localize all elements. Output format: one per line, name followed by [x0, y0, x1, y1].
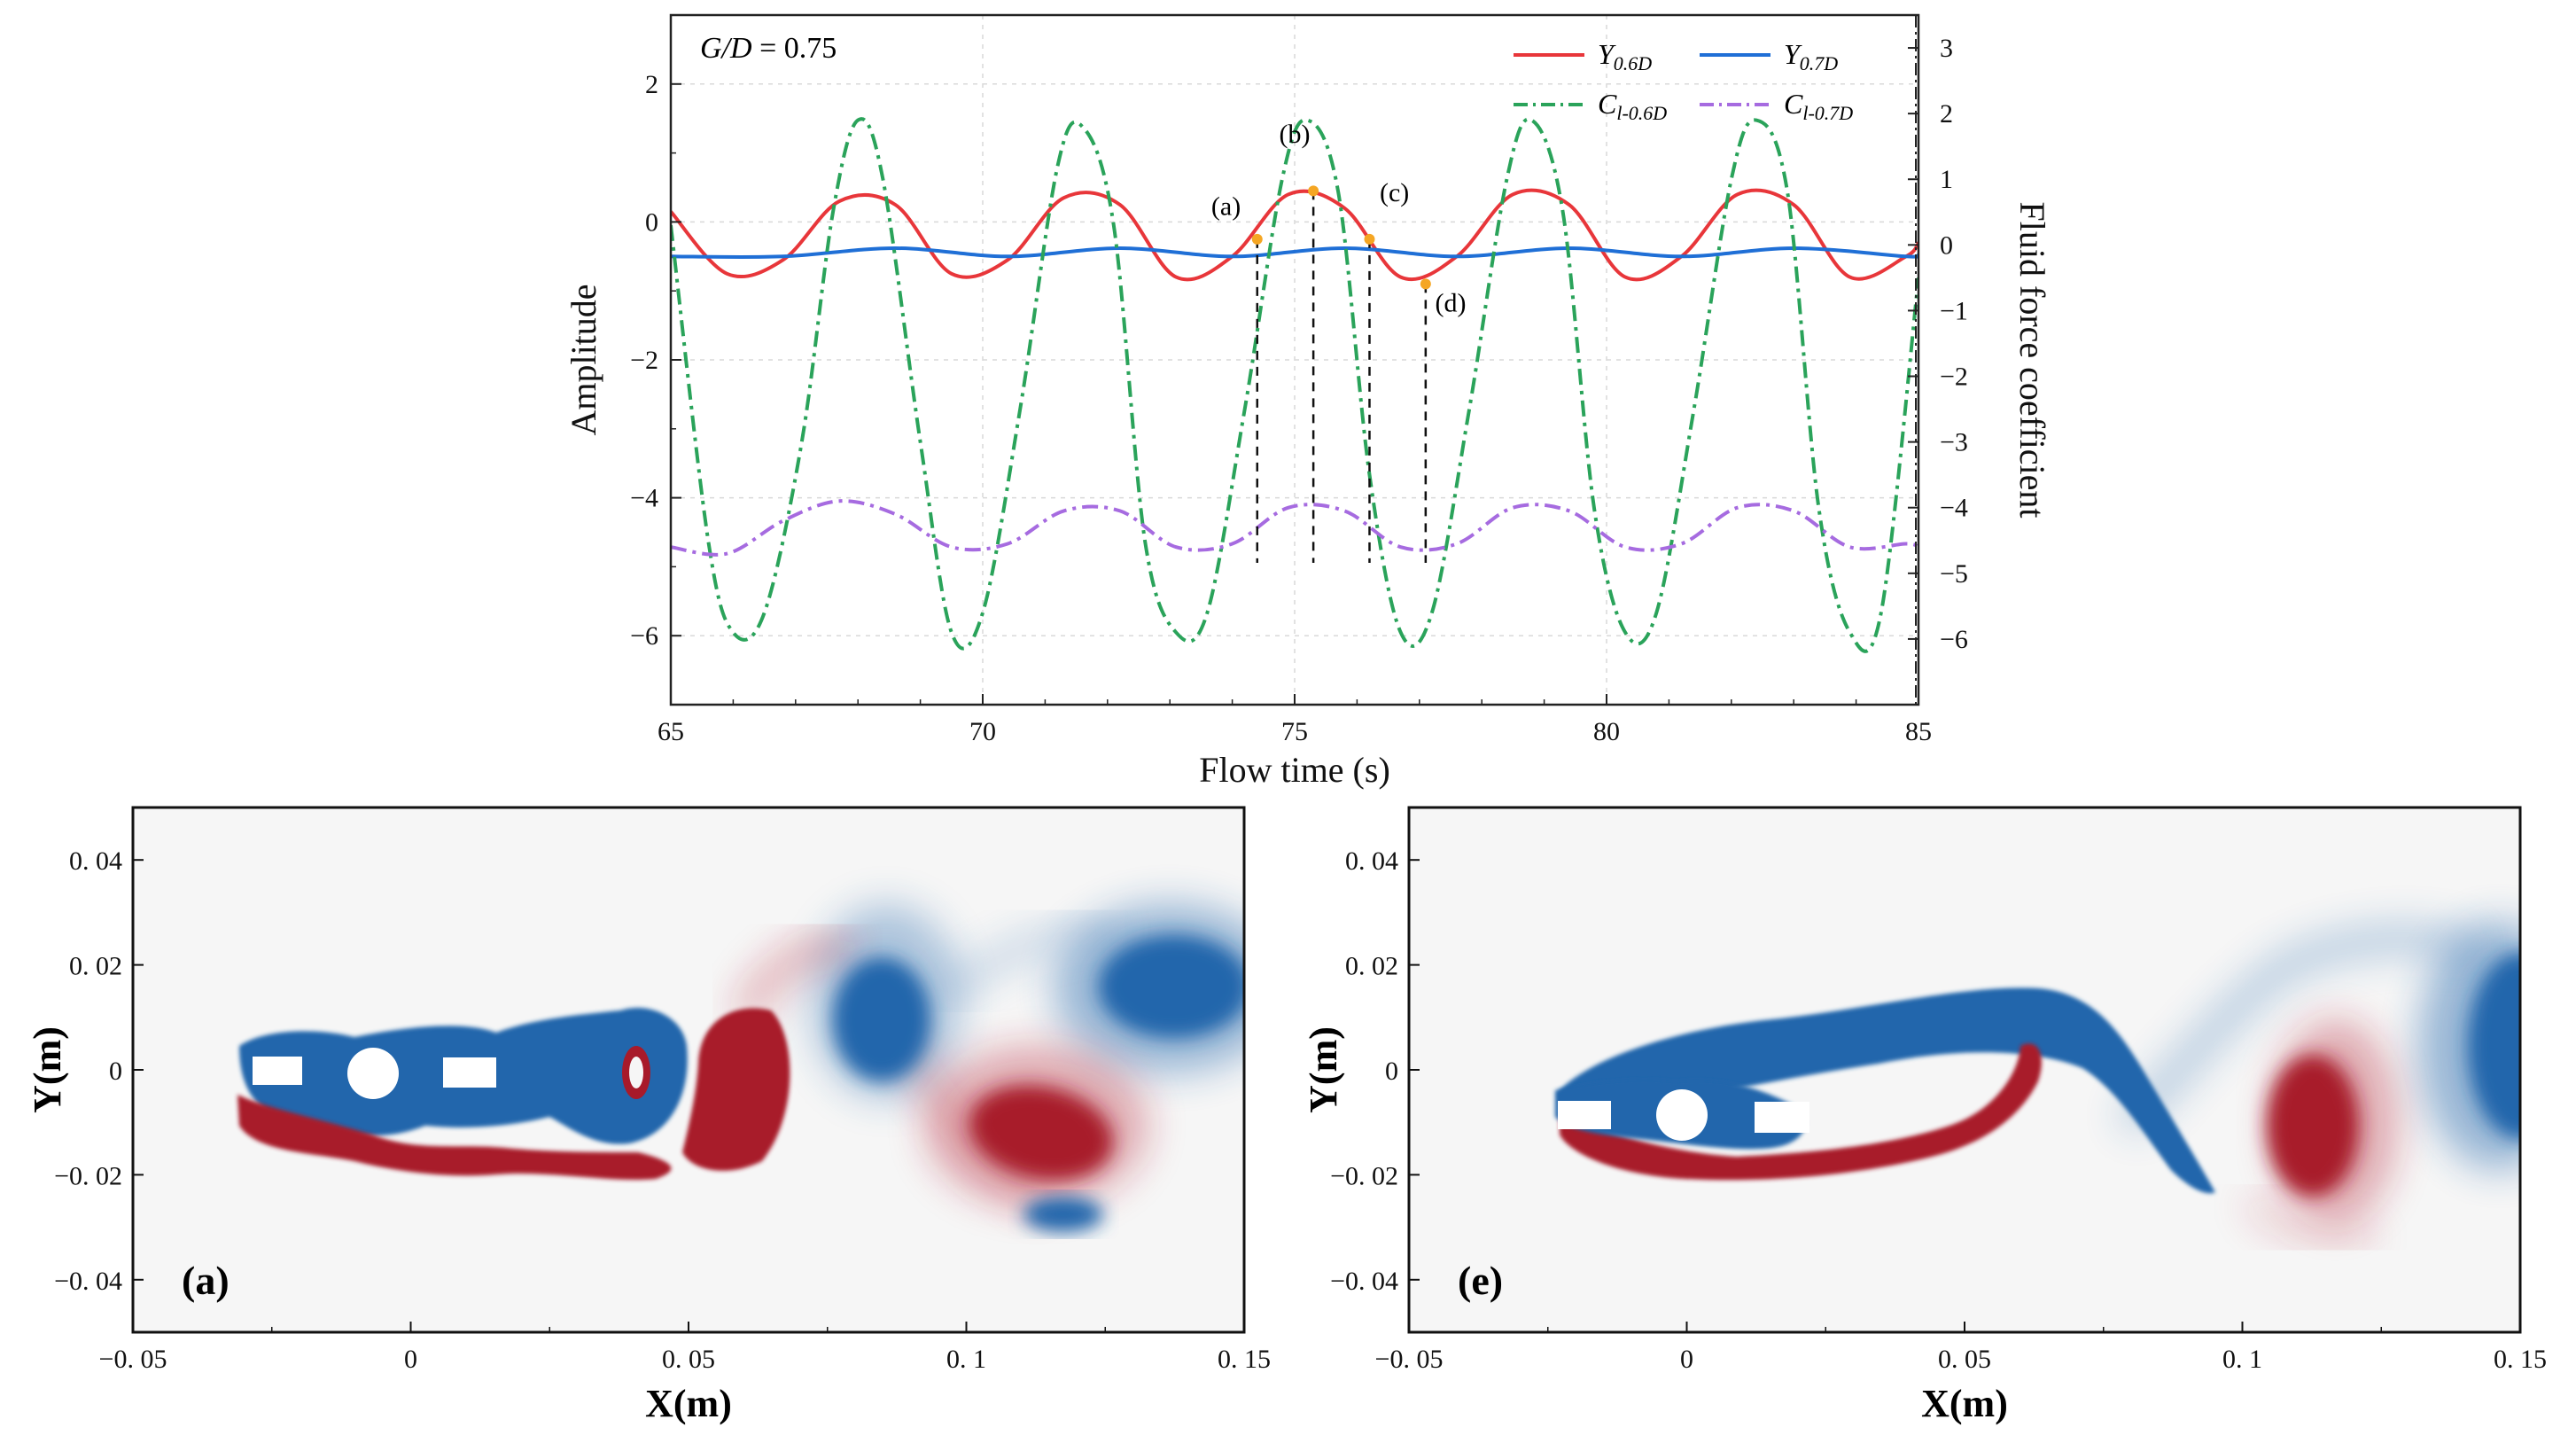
x-tick-label: 0. 05: [662, 1345, 715, 1374]
x-tick-label: 75: [1281, 717, 1308, 746]
panel-a-label: (a): [182, 1258, 230, 1303]
axis-ticks: 65 70 75 80 85 2 0 −2 −4 −6 3 2 1 0 −1 −2 −3 −4 −5 −6: [630, 15, 1968, 746]
y2-tick-label: 1: [1940, 165, 1953, 194]
markers-group: (a) (b) (c) (d): [1211, 120, 1467, 563]
y2-tick-label: 3: [1940, 34, 1953, 63]
y2-tick-label: −1: [1940, 296, 1968, 325]
y-tick-label: 0. 04: [1345, 846, 1398, 876]
x-tick-label: 0: [1680, 1345, 1693, 1374]
marker-point-3: [1420, 278, 1431, 290]
y2-tick-label: −3: [1940, 428, 1968, 457]
marker-label-0: (a): [1211, 192, 1241, 222]
y-tick-label: −4: [630, 484, 658, 513]
x-tick-label: −0. 05: [99, 1345, 167, 1374]
y-tick-label: 2: [645, 70, 658, 99]
y-tick-label: −0. 02: [54, 1161, 122, 1190]
panel-e-upstream-plate: [1558, 1101, 1611, 1129]
y-tick-label: 0. 04: [69, 846, 122, 876]
y-tick-label: 0: [1385, 1057, 1398, 1086]
y-tick-label: 0: [645, 207, 658, 237]
x-tick-label: 0. 1: [2222, 1345, 2262, 1374]
y2-tick-label: 0: [1940, 230, 1953, 260]
panel-a-y-axis-label: Y(m): [26, 1026, 69, 1113]
marker-label-2: (c): [1380, 178, 1409, 207]
x-tick-label: 0. 05: [1938, 1345, 1991, 1374]
panel-a-vorticity-field: [237, 904, 1244, 1232]
panel-a-x-axis-label: X(m): [645, 1382, 732, 1425]
y-tick-label: 0. 02: [69, 952, 122, 981]
panel-e-vorticity-field: [1555, 922, 2520, 1247]
panel-e-ticks: −0. 05 0 0. 05 0. 1 0. 15 0. 04 0. 02 0 −0. 02 −0…: [1330, 846, 2547, 1374]
x-tick-label: −0. 05: [1375, 1345, 1444, 1374]
panel-e-label: (e): [1458, 1258, 1503, 1303]
panel-a-upstream-plate: [253, 1057, 302, 1085]
x-tick-label: 0. 15: [2494, 1345, 2547, 1374]
panel-a-ticks: −0. 05 0 0. 05 0. 1 0. 15 0. 04 0. 02 0 −0. 02 −0…: [54, 846, 1271, 1374]
legend-label-y06d: Y0.6D: [1598, 38, 1652, 74]
panel-a-cylinder: [347, 1048, 399, 1099]
legend-label-cl06d: Cl-0.6D: [1598, 88, 1667, 124]
y-tick-label: −0. 04: [54, 1267, 122, 1296]
panel-e-downstream-plate: [1755, 1102, 1809, 1133]
y-tick-label: 0: [109, 1057, 122, 1086]
x-tick-label: 70: [969, 717, 996, 746]
panel-e-cylinder: [1656, 1089, 1708, 1141]
panel-a-downstream-plate: [443, 1057, 496, 1088]
y-tick-label: −6: [630, 621, 658, 651]
y2-tick-label: −4: [1940, 494, 1968, 523]
y-tick-label: −0. 04: [1330, 1267, 1398, 1296]
series-line-3: [671, 499, 1918, 557]
y-tick-label: 0. 02: [1345, 952, 1398, 981]
y-tick-label: −2: [630, 346, 658, 375]
legend: Y0.6D Y0.7D Cl-0.6D Cl-0.7D: [1514, 38, 1853, 124]
legend-label-cl07d: Cl-0.7D: [1784, 88, 1853, 124]
marker-point-1: [1308, 185, 1319, 197]
x-tick-label: 0: [404, 1345, 417, 1374]
panel-e: −0. 05 0 0. 05 0. 1 0. 15 0. 04 0. 02 0 −0. 02 −0…: [1302, 806, 2547, 1425]
panel-a: −0. 05 0 0. 05 0. 1 0. 15 0. 04 0. 02 0 −0. 02 −0…: [26, 806, 1271, 1425]
gridlines: [671, 15, 1918, 705]
legend-label-y07d: Y0.7D: [1784, 38, 1838, 74]
series-line-2: [671, 117, 1918, 653]
top-y-axis-label: Amplitude: [564, 284, 603, 435]
x-tick-label: 65: [658, 717, 684, 746]
series-line-1: [671, 246, 1918, 260]
panel-e-x-axis-label: X(m): [1921, 1382, 2008, 1425]
x-tick-label: 0. 1: [946, 1345, 986, 1374]
gd-annotation: G/D = 0.75: [700, 32, 837, 65]
marker-label-3: (d): [1436, 289, 1467, 318]
marker-point-0: [1251, 233, 1263, 245]
y-tick-label: −0. 02: [1330, 1161, 1398, 1190]
marker-label-1: (b): [1280, 120, 1311, 149]
top-y2-axis-label: Fluid force coefficient: [2012, 202, 2052, 519]
y2-tick-label: −5: [1940, 559, 1968, 589]
y2-tick-label: 2: [1940, 99, 1953, 129]
marker-point-2: [1364, 233, 1375, 245]
top-x-axis-label: Flow time (s): [1199, 750, 1390, 790]
x-tick-label: 85: [1905, 717, 1932, 746]
x-tick-label: 0. 15: [1218, 1345, 1271, 1374]
y2-tick-label: −2: [1940, 363, 1968, 392]
panel-e-y-axis-label: Y(m): [1302, 1026, 1345, 1113]
x-tick-label: 80: [1593, 717, 1620, 746]
y2-tick-label: −6: [1940, 625, 1968, 654]
top-chart: (a) (b) (c) (d) 65 70 75 80 85 2 0 −2 −4 −6 3 2 1 0 −1 −2 −…: [564, 13, 2052, 790]
